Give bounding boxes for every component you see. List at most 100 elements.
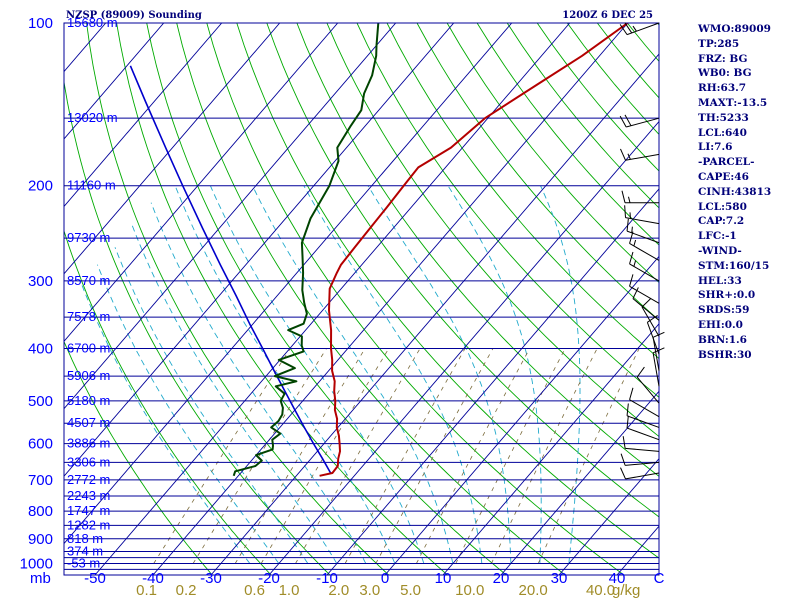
- moist-adiabat: [209, 185, 425, 564]
- mixing-ratio-tick: 10.0: [455, 582, 484, 599]
- parameter-item: -PARCEL-: [698, 156, 755, 169]
- isotherm: [500, 390, 659, 575]
- isotherm: [64, 23, 165, 140]
- parameter-item: MAXT:-13.5: [698, 96, 768, 109]
- parameter-item: -WIND-: [698, 244, 742, 257]
- moist-adiabat: [174, 185, 396, 564]
- parameter-item: CAPE:46: [698, 170, 749, 183]
- wind-barb: [624, 205, 660, 225]
- mixing-ratio-line: [234, 348, 366, 564]
- dry-adiabat: [356, 23, 659, 398]
- dry-adiabat: [116, 23, 448, 575]
- isotherm: [210, 53, 659, 575]
- wind-barb: [652, 331, 665, 371]
- parameter-item: LCL:580: [698, 200, 747, 213]
- parameter-item: SHR+:0.0: [698, 289, 756, 302]
- height-label: 818 m: [67, 531, 103, 546]
- mixing-ratio-tick: 3.0: [359, 582, 380, 599]
- height-label: 1747 m: [67, 503, 110, 518]
- temperature-tick: 20: [493, 570, 510, 587]
- parameter-item: WB0: BG: [698, 67, 752, 80]
- wind-barb: [652, 347, 665, 387]
- mixing-ratio-line: [260, 348, 390, 564]
- temperature-tick: -50: [84, 570, 106, 587]
- height-label: 2772 m: [67, 472, 110, 487]
- temperature-profile: [319, 23, 629, 477]
- plot-frame: [63, 22, 660, 576]
- mixing-ratio-tick: 0.2: [176, 582, 197, 599]
- isotherm: [64, 23, 281, 275]
- temperature-tick: 0: [381, 570, 389, 587]
- height-label: 374 m: [67, 544, 103, 559]
- background-lines: [0, 23, 659, 575]
- isotherm: [64, 23, 455, 477]
- wind-barbs: [619, 22, 665, 480]
- isotherm: [326, 188, 659, 575]
- parameter-item: LI:7.6: [698, 141, 733, 154]
- wind-barb: [620, 467, 660, 480]
- height-label: 9730 m: [67, 230, 110, 245]
- isotherm: [94, 23, 571, 575]
- pressure-tick: 900: [28, 531, 53, 548]
- isotherm: [64, 23, 397, 410]
- height-label: 5180 m: [67, 393, 110, 408]
- moist-adiabat: [81, 284, 251, 564]
- dry-adiabat: [446, 23, 659, 284]
- temperature-unit: C: [654, 570, 665, 587]
- pressure-tick: 700: [28, 472, 53, 489]
- parameter-item: LCL:640: [698, 126, 747, 139]
- isotherm: [0, 23, 48, 575]
- pressure-unit: mb: [30, 570, 51, 587]
- pressure-tick: 100: [28, 15, 53, 32]
- temperature-tick: -20: [258, 570, 280, 587]
- temperature-tick: 10: [435, 570, 452, 587]
- moist-adiabat: [251, 185, 454, 564]
- height-label: 6700 m: [67, 340, 110, 355]
- height-label: 4507 m: [67, 415, 110, 430]
- dry-adiabat: [64, 79, 331, 575]
- dry-adiabat: [86, 23, 390, 575]
- valid-time: 1200Z 6 DEC 25: [562, 10, 653, 21]
- pressure-tick: 400: [28, 340, 53, 357]
- temperature-tick: -30: [200, 570, 222, 587]
- height-label: 8570 m: [67, 273, 110, 288]
- wind-barb: [619, 114, 660, 128]
- pressure-tick: 200: [28, 178, 53, 195]
- parameter-item: WMO:89009: [698, 23, 771, 35]
- parameter-item: CINH:43813: [698, 185, 772, 198]
- moist-adiabat: [114, 247, 309, 564]
- wind-barb: [641, 297, 660, 337]
- pressure-tick: 800: [28, 503, 53, 520]
- parameter-item: LFC:-1: [698, 230, 737, 243]
- height-label: 2243 m: [67, 488, 110, 503]
- isotherm: [442, 323, 659, 575]
- mixing-ratio-line: [491, 348, 598, 564]
- height-label: 7578 m: [67, 309, 110, 324]
- isotherm: [64, 23, 223, 208]
- moist-adiabat: [96, 264, 280, 564]
- parameter-item: TH:5233: [698, 111, 749, 124]
- wind-barb: [621, 190, 659, 204]
- height-label: 15680 m: [67, 15, 118, 30]
- sounding-curves: [129, 23, 629, 477]
- parcel-trace: [129, 65, 332, 474]
- mixing-ratio-line: [537, 348, 640, 564]
- parameter-item: SRDS:59: [698, 304, 750, 317]
- dry-adiabat: [266, 23, 659, 518]
- dry-adiabat: [326, 23, 659, 438]
- wind-barb: [626, 415, 660, 441]
- mixing-ratio-tick: 0.1: [136, 582, 157, 599]
- mixing-ratio-tick: 0.6: [244, 582, 265, 599]
- isotherm: [64, 23, 339, 342]
- height-labels: 15680 m 13020 m 11160 m 9730 m 8570 m 7578 m 6…: [67, 15, 118, 571]
- dry-adiabat: [206, 23, 625, 575]
- sounding-parameters: WMO:89009 TP:285 FRZ: BG WB0: BG RH:63.7 MAXT…: [698, 22, 771, 362]
- isotherm: [64, 23, 513, 545]
- wind-barb: [620, 453, 660, 466]
- parameter-item: FRZ: BG: [698, 52, 748, 65]
- wind-barb: [620, 148, 660, 161]
- isotherm: [268, 120, 659, 575]
- moist-adiabat: [447, 185, 542, 564]
